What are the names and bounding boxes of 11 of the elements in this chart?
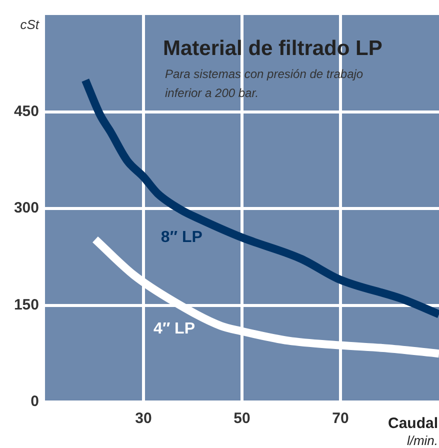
x-tick-label: 50 bbox=[234, 410, 250, 428]
x-axis-title: Caudal l/min. bbox=[388, 415, 438, 448]
x-tick-label: 70 bbox=[332, 410, 349, 428]
y-tick-label: 450 bbox=[14, 102, 39, 120]
y-axis-title: cSt bbox=[20, 17, 40, 32]
x-tick-label: 30 bbox=[135, 410, 152, 428]
y-tick-label: 0 bbox=[30, 393, 39, 410]
y-tick-label: 300 bbox=[14, 200, 39, 217]
y-tick-label: 150 bbox=[14, 296, 39, 314]
series-label: 8″ LP bbox=[160, 228, 203, 246]
series-label: 4″ LP bbox=[154, 320, 196, 338]
